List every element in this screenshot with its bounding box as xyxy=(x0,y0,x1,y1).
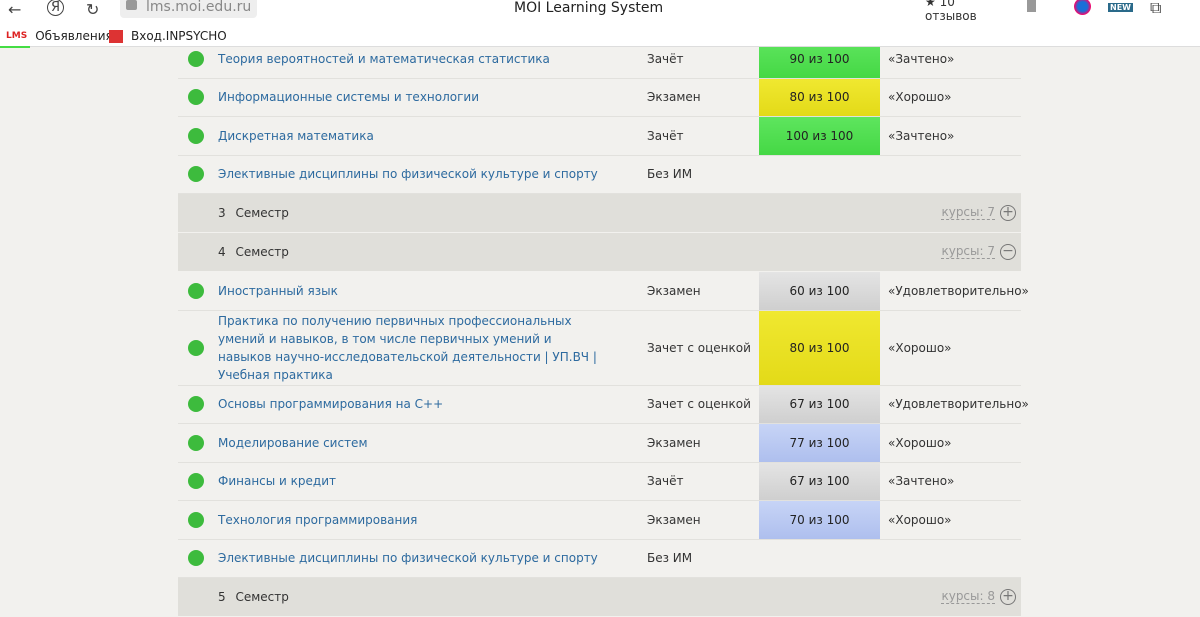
bookmark-label: Вход.INPSYCHO xyxy=(131,29,227,43)
semester-label: 3 Семестр xyxy=(218,206,289,220)
course-row: Финансы и кредит Зачёт 67 из 100 «Зачтен… xyxy=(178,462,1021,501)
bookmark-icon[interactable] xyxy=(1027,0,1036,12)
yandex-icon[interactable]: Я xyxy=(47,0,64,16)
address-bar[interactable]: lms.moi.edu.ru xyxy=(120,0,258,18)
expand-icon[interactable]: + xyxy=(1000,589,1016,605)
result-grade: «Зачтено» xyxy=(888,128,955,143)
semester-header[interactable]: 4 Семестр курсы: 7 − xyxy=(178,233,1021,272)
course-name-link[interactable]: Основы программирования на С++ xyxy=(218,397,444,412)
score-cell: 60 из 100 xyxy=(759,272,880,310)
reload-icon[interactable]: ↻ xyxy=(86,0,100,19)
result-grade: «Зачтено» xyxy=(888,51,955,66)
collapse-icon[interactable]: − xyxy=(1000,244,1016,260)
browser-toolbar: ← Я ↻ lms.moi.edu.ru MOI Learning System… xyxy=(0,0,1200,27)
result-grade: «Удовлетворительно» xyxy=(888,283,1029,298)
inpsycho-icon xyxy=(109,29,123,43)
course-row: Дискретная математика Зачёт 100 из 100 «… xyxy=(178,117,1021,156)
assessment-type: Экзамен xyxy=(647,435,701,450)
assessment-type: Экзамен xyxy=(647,90,701,105)
status-dot-icon xyxy=(188,89,204,106)
score-cell: 77 из 100 xyxy=(759,424,880,462)
course-row: Моделирование систем Экзамен 77 из 100 «… xyxy=(178,424,1021,463)
course-row: Информационные системы и технологии Экза… xyxy=(178,78,1021,117)
course-name-link[interactable]: Элективные дисциплины по физической куль… xyxy=(218,551,598,566)
result-grade: «Хорошо» xyxy=(888,435,952,450)
bookmark-label: Объявления xyxy=(35,29,113,43)
lock-icon xyxy=(126,0,137,10)
result-grade: «Хорошо» xyxy=(888,340,952,355)
course-row: Практика по получению первичных професси… xyxy=(178,310,1021,386)
bookmark-announcements[interactable]: LMS Объявления xyxy=(6,29,113,43)
semester-header[interactable]: 3 Семестр курсы: 7 + xyxy=(178,194,1021,233)
status-dot-icon xyxy=(188,166,204,183)
assessment-type: Без ИМ xyxy=(647,551,693,566)
result-grade: «Удовлетворительно» xyxy=(888,397,1029,412)
semester-header[interactable]: 5 Семестр курсы: 8 + xyxy=(178,578,1021,617)
courses-count-link[interactable]: курсы: 7 xyxy=(941,244,995,259)
status-dot-icon xyxy=(188,339,204,356)
course-row: Основы программирования на С++ Зачет с о… xyxy=(178,385,1029,424)
score-cell: 67 из 100 xyxy=(759,385,880,423)
courses-count-link[interactable]: курсы: 8 xyxy=(941,589,995,604)
score-cell: 80 из 100 xyxy=(759,310,880,385)
assessment-type: Зачёт xyxy=(647,474,684,489)
status-dot-icon xyxy=(188,473,204,490)
status-dot-icon xyxy=(188,282,204,299)
course-name-link[interactable]: Дискретная математика xyxy=(218,128,374,143)
assessment-type: Экзамен xyxy=(647,283,701,298)
course-row: Технология программирования Экзамен 70 и… xyxy=(178,501,1021,540)
back-icon[interactable]: ← xyxy=(8,0,22,19)
extension-icon[interactable] xyxy=(1074,0,1091,15)
assessment-type: Зачет с оценкой xyxy=(647,340,751,355)
expand-icon[interactable]: + xyxy=(1000,205,1016,221)
status-dot-icon xyxy=(188,434,204,451)
assessment-type: Зачёт xyxy=(647,128,684,143)
assessment-type: Без ИМ xyxy=(647,167,693,182)
course-name-link[interactable]: Информационные системы и технологии xyxy=(218,90,480,105)
semester-label: 5 Семестр xyxy=(218,590,289,604)
courses-count-link[interactable]: курсы: 7 xyxy=(941,205,995,220)
result-grade: «Хорошо» xyxy=(888,512,952,527)
new-icon[interactable]: NEW xyxy=(1108,3,1133,12)
course-row: Элективные дисциплины по физической куль… xyxy=(178,540,1021,578)
result-grade: «Зачтено» xyxy=(888,474,955,489)
course-name-link[interactable]: Моделирование систем xyxy=(218,435,368,450)
status-dot-icon xyxy=(188,511,204,528)
page-load-progress xyxy=(0,46,30,48)
bookmark-inpsycho[interactable]: Вход.INPSYCHO xyxy=(109,29,227,43)
course-name-link[interactable]: Финансы и кредит xyxy=(218,474,337,489)
url-text: lms.moi.edu.ru xyxy=(146,0,252,15)
status-dot-icon xyxy=(188,127,204,144)
assessment-type: Зачет с оценкой xyxy=(647,397,751,412)
course-name-link[interactable]: Практика по получению первичных професси… xyxy=(218,313,597,382)
course-row: Элективные дисциплины по физической куль… xyxy=(178,156,1021,194)
semester-label: 4 Семестр xyxy=(218,245,289,259)
score-cell: 80 из 100 xyxy=(759,78,880,116)
status-dot-icon xyxy=(188,550,204,567)
reviews-text: ★ 10 отзывов xyxy=(925,0,977,23)
page-title: MOI Learning System xyxy=(514,0,664,16)
course-name-link[interactable]: Элективные дисциплины по физической куль… xyxy=(218,167,598,182)
score-cell: 100 из 100 xyxy=(759,117,880,155)
result-grade: «Хорошо» xyxy=(888,90,952,105)
course-name-link[interactable]: Технология программирования xyxy=(218,512,418,527)
course-row: Иностранный язык Экзамен 60 из 100 «Удов… xyxy=(178,272,1029,311)
extensions-icon[interactable]: ⧉ xyxy=(1150,0,1162,17)
course-name-link[interactable]: Иностранный язык xyxy=(218,283,338,298)
assessment-type: Экзамен xyxy=(647,512,701,527)
bookmarks-bar: LMS Объявления Вход.INPSYCHO xyxy=(0,22,1200,47)
lms-icon: LMS xyxy=(6,31,28,41)
status-dot-icon xyxy=(188,50,204,67)
grades-table: Теория вероятностей и математическая ста… xyxy=(178,40,1029,617)
assessment-type: Зачёт xyxy=(647,51,684,66)
status-dot-icon xyxy=(188,396,204,413)
score-cell: 67 из 100 xyxy=(759,462,880,500)
score-cell: 70 из 100 xyxy=(759,501,880,539)
course-name-link[interactable]: Теория вероятностей и математическая ста… xyxy=(218,51,550,66)
